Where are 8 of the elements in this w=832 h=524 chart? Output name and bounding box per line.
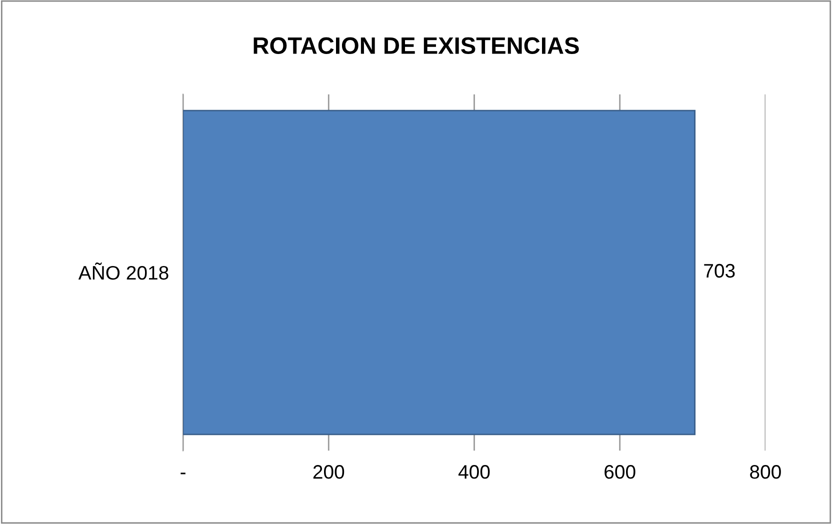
data-label: 703: [704, 264, 735, 278]
x-tick-label: 600: [604, 465, 636, 479]
chart-title: ROTACION DE EXISTENCIAS: [254, 37, 579, 54]
x-tick-label: 200: [313, 465, 344, 479]
x-tick-label: -: [180, 472, 186, 474]
x-tick-label: 800: [750, 465, 781, 479]
x-tick-label: 400: [458, 465, 490, 479]
y-tick-label: AÑO 2018: [78, 262, 168, 280]
